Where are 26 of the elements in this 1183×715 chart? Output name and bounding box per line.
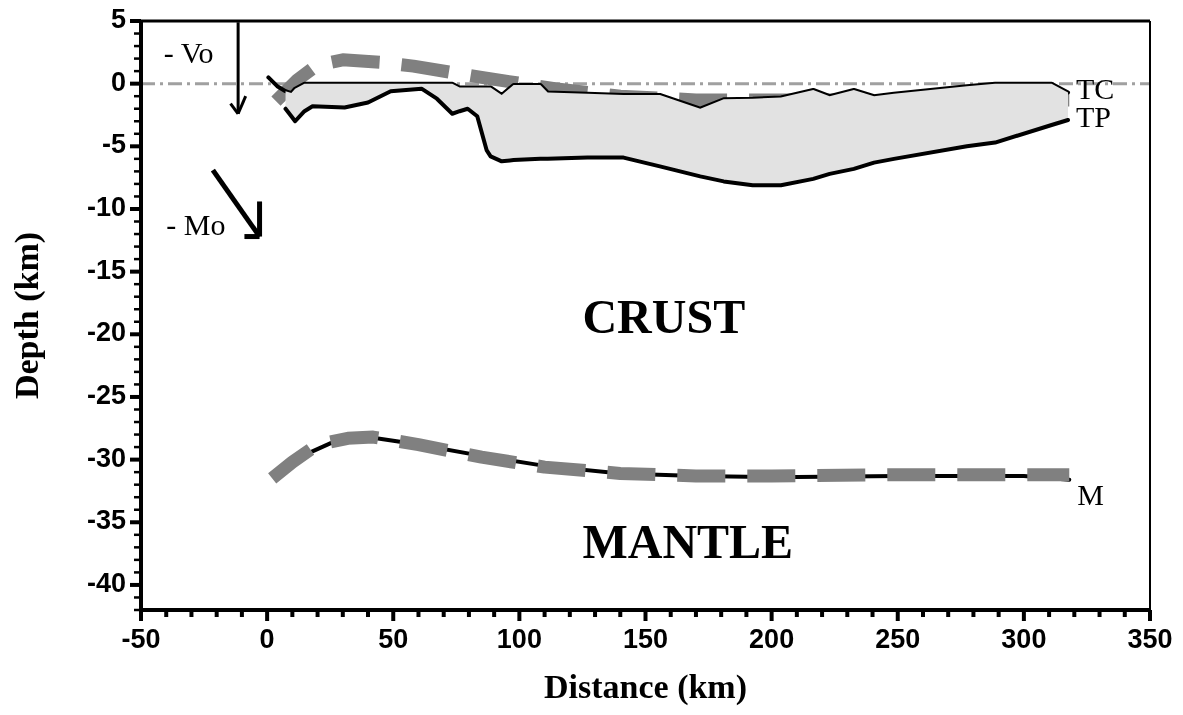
annotation: - Mo	[166, 207, 226, 241]
x-tick-label: 50	[378, 624, 409, 654]
y-tick-label: -5	[101, 129, 126, 160]
y-tick-label: -20	[86, 317, 126, 348]
y-tick-label: -30	[86, 442, 126, 473]
x-tick-label: 0	[259, 624, 275, 654]
y-tick-label: -35	[86, 505, 126, 536]
y-tick-label: 5	[110, 4, 126, 35]
x-tick-label: 250	[875, 624, 921, 654]
y-axis-title: Depth (km)	[8, 231, 46, 400]
annotation: CRUST	[582, 289, 746, 343]
x-tick-label: 100	[496, 624, 542, 654]
x-tick-label: 150	[622, 624, 669, 654]
y-tick-label: -25	[86, 380, 126, 411]
y-tick-label: -10	[86, 192, 126, 223]
x-tick-label: 350	[1127, 624, 1173, 654]
x-tick-label: -50	[121, 624, 161, 654]
y-tick-label: 0	[110, 66, 126, 97]
y-tick-label: -15	[86, 254, 126, 285]
annotation: - Vo	[163, 35, 214, 69]
annotation: MANTLE	[582, 515, 794, 569]
y-tick-label: -40	[86, 568, 126, 599]
series-label: M	[1077, 477, 1104, 511]
x-tick-label: 200	[749, 624, 795, 654]
x-axis-title: Distance (km)	[543, 668, 748, 706]
x-tick-label: 300	[1001, 624, 1047, 654]
